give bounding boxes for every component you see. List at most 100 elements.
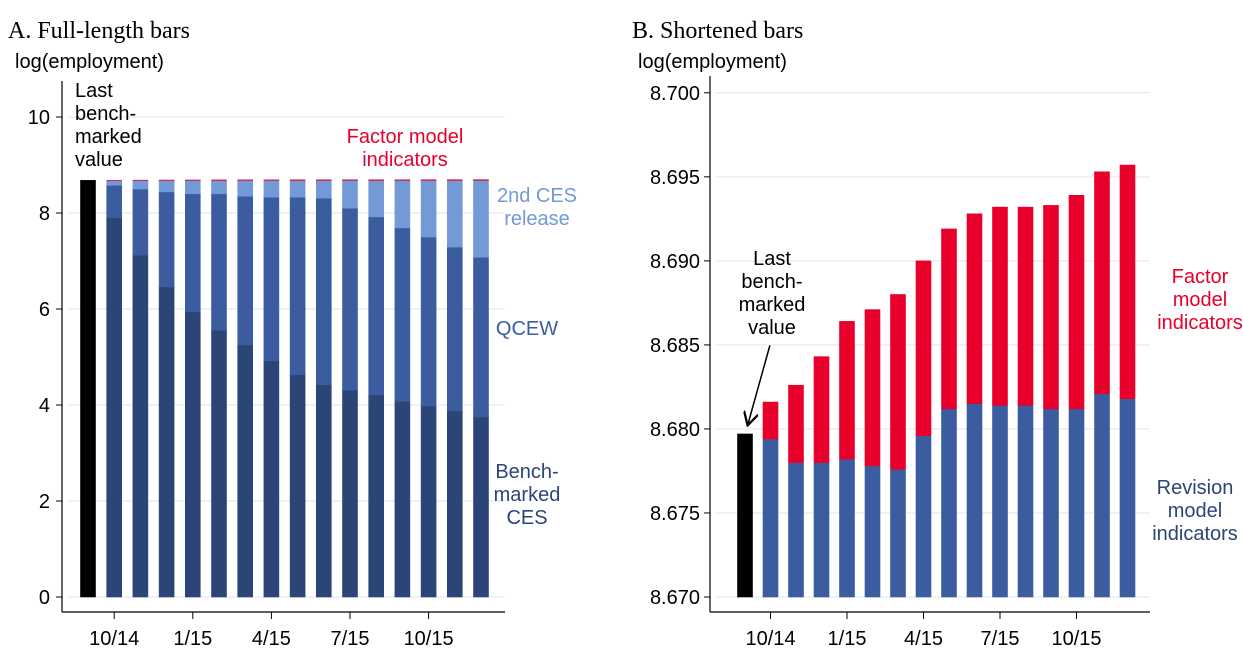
bar-segment — [839, 321, 855, 460]
bar-segment — [106, 217, 122, 598]
y-tick-label: 4 — [39, 395, 50, 417]
bar-segment — [394, 400, 411, 598]
y-tick-label: 8.680 — [650, 419, 700, 441]
series-label: Last — [75, 80, 113, 102]
bar-segment — [158, 191, 175, 288]
y-tick-label: 8 — [39, 203, 50, 225]
bar-segment — [941, 408, 957, 598]
bar-segment — [473, 180, 489, 258]
bar-segment — [211, 180, 227, 195]
bar-segment — [237, 180, 253, 197]
bar-segment — [289, 196, 306, 376]
bar-segment — [446, 180, 463, 248]
x-tick-label: 10/15 — [404, 628, 454, 649]
bar-segment — [864, 309, 881, 467]
x-tick-label: 10/14 — [745, 628, 795, 649]
y-tick-label: 8.695 — [650, 167, 700, 189]
bar-segment — [315, 179, 332, 181]
series-label: marked — [739, 294, 806, 316]
series-label: indicators — [362, 149, 448, 171]
x-tick-label: 1/15 — [173, 628, 212, 649]
bar-segment — [788, 384, 804, 463]
bar-segment — [420, 180, 437, 238]
bar-segment — [890, 294, 906, 470]
bar-segment — [992, 206, 1008, 406]
series-label: value — [75, 149, 123, 171]
y-tick-label: 8.670 — [650, 587, 700, 609]
bar-segment — [737, 433, 753, 598]
bar-segment — [342, 207, 358, 391]
bar-segment — [315, 384, 332, 598]
y-tick-label: 6 — [39, 299, 50, 321]
bar-segment — [185, 311, 201, 598]
bar-segment — [185, 193, 201, 313]
bar-segment — [420, 179, 437, 181]
series-label: value — [748, 317, 796, 339]
bar-segment — [368, 216, 385, 396]
bar-segment — [1017, 206, 1034, 406]
bar-segment — [106, 184, 122, 219]
bar-segment — [132, 180, 149, 190]
bar-segment — [915, 260, 932, 436]
y-tick-label: 2 — [39, 491, 50, 513]
series-label: bench- — [75, 103, 136, 125]
x-tick-label: 10/14 — [89, 628, 139, 649]
y-tick-label: 8.690 — [650, 251, 700, 273]
chart-title: B. Shortened bars — [632, 18, 803, 44]
bar-segment — [237, 344, 253, 598]
series-label: QCEW — [496, 318, 558, 340]
series-label: marked — [75, 126, 142, 148]
bar-segment — [839, 458, 855, 598]
chart-title: A. Full-length bars — [8, 18, 190, 44]
series-label: bench- — [741, 271, 802, 293]
bar-segment — [941, 228, 957, 410]
series-label: indicators — [1157, 312, 1243, 334]
bar-segment — [185, 180, 201, 195]
series-label: marked — [494, 484, 561, 506]
bar-segment — [915, 435, 932, 598]
x-tick-label: 7/15 — [981, 628, 1020, 649]
bar-segment — [992, 405, 1008, 598]
series-label: indicators — [1152, 523, 1238, 545]
series-label: model — [1173, 289, 1227, 311]
bar-segment — [473, 416, 489, 598]
series-label: Last — [753, 248, 791, 270]
series-label: Factor model — [347, 126, 464, 148]
bar-segment — [106, 180, 122, 186]
x-tick-label: 1/15 — [828, 628, 867, 649]
series-label: Revision — [1157, 477, 1234, 499]
bar-segment — [420, 236, 437, 407]
bar-segment — [446, 410, 463, 598]
bar-segment — [158, 286, 175, 598]
x-tick-label: 10/15 — [1051, 628, 1101, 649]
bar-segment — [813, 462, 830, 598]
bar-segment — [1094, 393, 1110, 598]
y-tick-label: 8.675 — [650, 503, 700, 525]
bar-segment — [762, 401, 779, 440]
bar-segment — [211, 193, 227, 331]
bar-segment — [420, 405, 437, 598]
bar-segment — [368, 179, 385, 181]
bar-segment — [368, 394, 385, 598]
bar-segment — [864, 465, 881, 598]
bar-segment — [263, 196, 280, 362]
annotation-arrow — [748, 344, 771, 424]
bar-segment — [342, 180, 358, 209]
bar-segment — [368, 180, 385, 218]
bar-segment — [473, 256, 489, 418]
bar-segment — [132, 188, 149, 256]
bar-segment — [132, 254, 149, 598]
y-tick-label: 10 — [28, 107, 50, 129]
bar-segment — [966, 213, 983, 405]
y-axis-label: log(employment) — [638, 51, 787, 73]
bar-segment — [289, 179, 306, 181]
bar-segment — [446, 179, 463, 181]
bar-segment — [966, 403, 983, 598]
y-axis-label: log(employment) — [15, 51, 164, 73]
bar-segment — [1119, 398, 1136, 598]
bar-segment — [342, 179, 358, 181]
series-label: 2nd CES — [497, 185, 577, 207]
series-label: model — [1168, 500, 1222, 522]
bar-segment — [289, 374, 306, 598]
